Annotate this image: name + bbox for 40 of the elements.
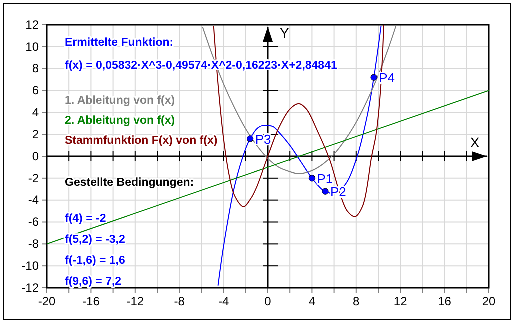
x-tick-label: 12 xyxy=(394,294,408,309)
x-tick-label: -20 xyxy=(38,294,56,309)
x-tick-label: -4 xyxy=(218,294,230,309)
x-tick-label: -16 xyxy=(82,294,100,309)
y-tick-label: -6 xyxy=(28,215,40,230)
legend-title: Ermittelte Funktion: xyxy=(65,37,174,49)
x-tick-label: 0 xyxy=(264,294,272,309)
series-label: Stammfunktion F(x) von f(x) xyxy=(65,135,218,147)
y-tick-label: 6 xyxy=(32,84,40,98)
annotation: f(9,6) = 7,2 xyxy=(65,276,122,288)
y-tick-label: 0 xyxy=(32,149,40,164)
y-tick-label: 4 xyxy=(32,106,40,120)
annotation: f(4) = -2 xyxy=(65,213,106,225)
x-tick-label: 20 xyxy=(482,294,496,309)
point xyxy=(370,74,378,81)
annotation: Gestellte Bedingungen: xyxy=(65,177,194,189)
y-tick-label: -10 xyxy=(22,258,40,273)
point xyxy=(246,136,254,142)
y-tick-label: -2 xyxy=(28,171,40,186)
y-tick-label: 10 xyxy=(26,40,40,54)
x-tick-label: 8 xyxy=(353,294,360,309)
annotation: P1 xyxy=(317,171,334,186)
annotation: f(5,2) = -3,2 xyxy=(65,234,126,246)
y-axis-title: Y xyxy=(280,25,290,41)
text: 2. Ableitung von f(x) xyxy=(65,115,176,127)
y-tick-label: -12 xyxy=(22,280,40,295)
y-tick-label: -8 xyxy=(28,237,40,252)
point xyxy=(322,188,329,195)
y-tick-label: 12 xyxy=(26,18,40,32)
x-tick-label: -12 xyxy=(126,294,144,309)
text: 1. Ableitung von f(x) xyxy=(65,95,176,107)
point xyxy=(308,175,316,182)
x-axis-title: X xyxy=(470,134,480,150)
y-tick-label: 2 xyxy=(32,127,40,142)
annotation: f(-1,6) = 1,6 xyxy=(65,255,126,267)
y-tick-label: 8 xyxy=(32,62,40,76)
x-tick-label: 16 xyxy=(438,294,452,309)
y-tick-label: -4 xyxy=(28,193,40,208)
x-tick-label: 4 xyxy=(308,294,316,309)
x-tick-label: -8 xyxy=(174,294,186,309)
